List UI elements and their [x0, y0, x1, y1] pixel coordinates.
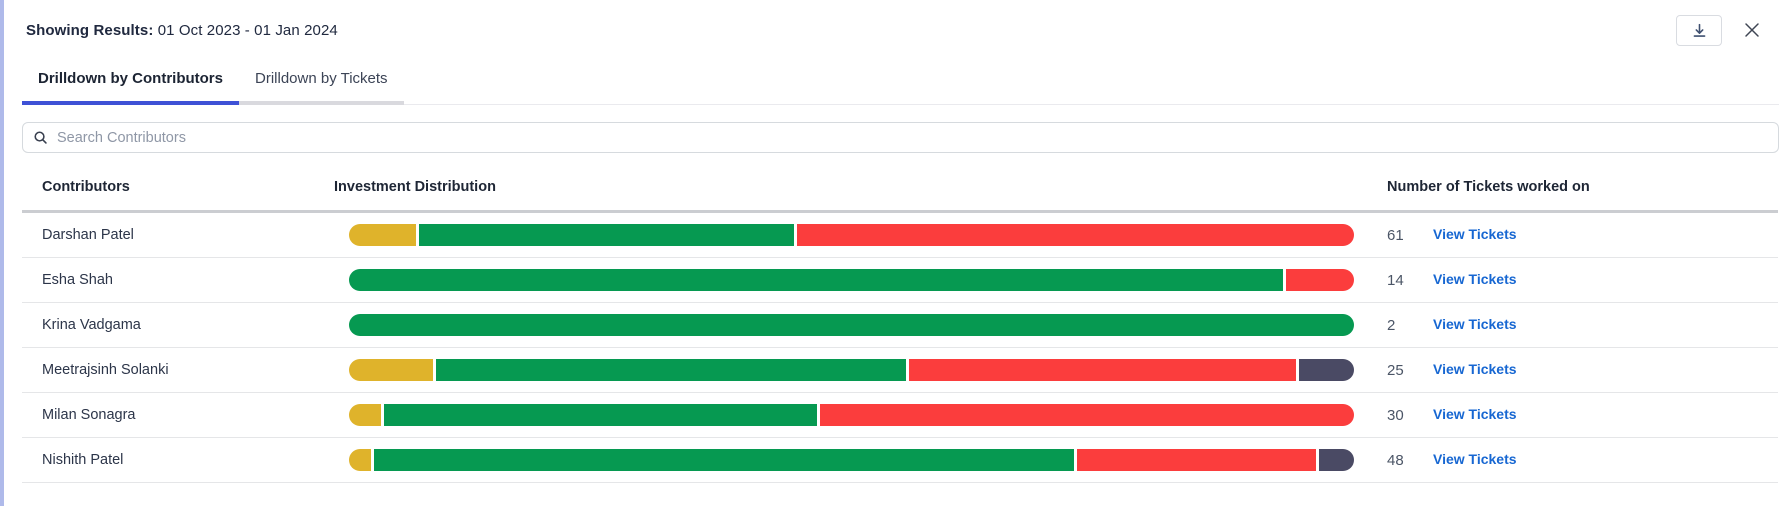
contributor-name: Meetrajsinh Solanki [42, 362, 169, 378]
column-header-investment-distribution: Investment Distribution [334, 179, 496, 195]
contributor-name: Krina Vadgama [42, 317, 141, 333]
bar-segment-green [418, 224, 794, 246]
contributor-name: Milan Sonagra [42, 407, 136, 423]
download-icon [1691, 22, 1708, 39]
search-icon [33, 130, 48, 145]
table-row: Esha Shah 14 View Tickets [22, 258, 1778, 303]
column-header-number-of-tickets: Number of Tickets worked on [1387, 179, 1590, 195]
bar-segment-yellow [349, 449, 371, 471]
close-icon [1741, 19, 1763, 41]
bar-segment-green [349, 269, 1283, 291]
tickets-count: 2 [1387, 316, 1396, 334]
download-button[interactable] [1676, 14, 1722, 46]
search-bar [22, 122, 1779, 153]
view-tickets-link[interactable]: View Tickets [1433, 361, 1517, 377]
bar-segment-dark [1319, 449, 1354, 471]
tickets-count: 61 [1387, 226, 1404, 244]
bar-segment-red [1285, 269, 1354, 291]
topbar-actions [1676, 14, 1766, 46]
search-input[interactable] [57, 129, 1768, 146]
bar-segment-red [908, 359, 1297, 381]
table-row: Darshan Patel 61 View Tickets [22, 213, 1778, 258]
view-tickets-link[interactable]: View Tickets [1433, 271, 1517, 287]
table-row: Milan Sonagra 30 View Tickets [22, 393, 1778, 438]
investment-distribution-bar [349, 314, 1354, 336]
contributor-name: Esha Shah [42, 272, 113, 288]
tickets-count: 25 [1387, 361, 1404, 379]
bar-segment-dark [1299, 359, 1354, 381]
tab-drilldown-by-contributors[interactable]: Drilldown by Contributors [22, 60, 239, 105]
view-tickets-link[interactable]: View Tickets [1433, 316, 1517, 332]
bar-segment-green [383, 404, 817, 426]
topbar: Showing Results: 01 Oct 2023 - 01 Jan 20… [4, 0, 1792, 46]
investment-distribution-bar [349, 224, 1354, 246]
investment-distribution-bar [349, 359, 1354, 381]
table-row: Krina Vadgama 2 View Tickets [22, 303, 1778, 348]
bar-segment-green [435, 359, 906, 381]
bar-segment-red [1077, 449, 1317, 471]
table-row: Nishith Patel 48 View Tickets [22, 438, 1778, 483]
column-header-contributors: Contributors [42, 179, 130, 195]
contributor-name: Darshan Patel [42, 227, 134, 243]
bar-segment-yellow [349, 359, 433, 381]
tickets-count: 48 [1387, 451, 1404, 469]
view-tickets-link[interactable]: View Tickets [1433, 451, 1517, 467]
close-button[interactable] [1738, 16, 1766, 44]
tab-bar: Drilldown by Contributors Drilldown by T… [22, 60, 1779, 105]
bar-segment-red [819, 404, 1354, 426]
tab-drilldown-by-tickets[interactable]: Drilldown by Tickets [239, 60, 404, 105]
view-tickets-link[interactable]: View Tickets [1433, 406, 1517, 422]
investment-distribution-bar [349, 449, 1354, 471]
table-body: Darshan Patel 61 View Tickets Esha Shah … [22, 213, 1778, 483]
results-label: Showing Results: [26, 21, 154, 39]
bar-segment-red [796, 224, 1354, 246]
bar-segment-yellow [349, 224, 416, 246]
tickets-count: 14 [1387, 271, 1404, 289]
table-row: Meetrajsinh Solanki 25 View Tickets [22, 348, 1778, 393]
bar-segment-green [373, 449, 1075, 471]
view-tickets-link[interactable]: View Tickets [1433, 226, 1517, 242]
contributor-name: Nishith Patel [42, 452, 124, 468]
investment-distribution-bar [349, 269, 1354, 291]
tickets-count: 30 [1387, 406, 1404, 424]
investment-distribution-bar [349, 404, 1354, 426]
bar-segment-yellow [349, 404, 381, 426]
results-range: Showing Results: 01 Oct 2023 - 01 Jan 20… [26, 22, 338, 39]
bar-segment-green [349, 314, 1354, 336]
table-header: Contributors Investment Distribution Num… [22, 153, 1778, 213]
results-value: 01 Oct 2023 - 01 Jan 2024 [157, 21, 338, 39]
